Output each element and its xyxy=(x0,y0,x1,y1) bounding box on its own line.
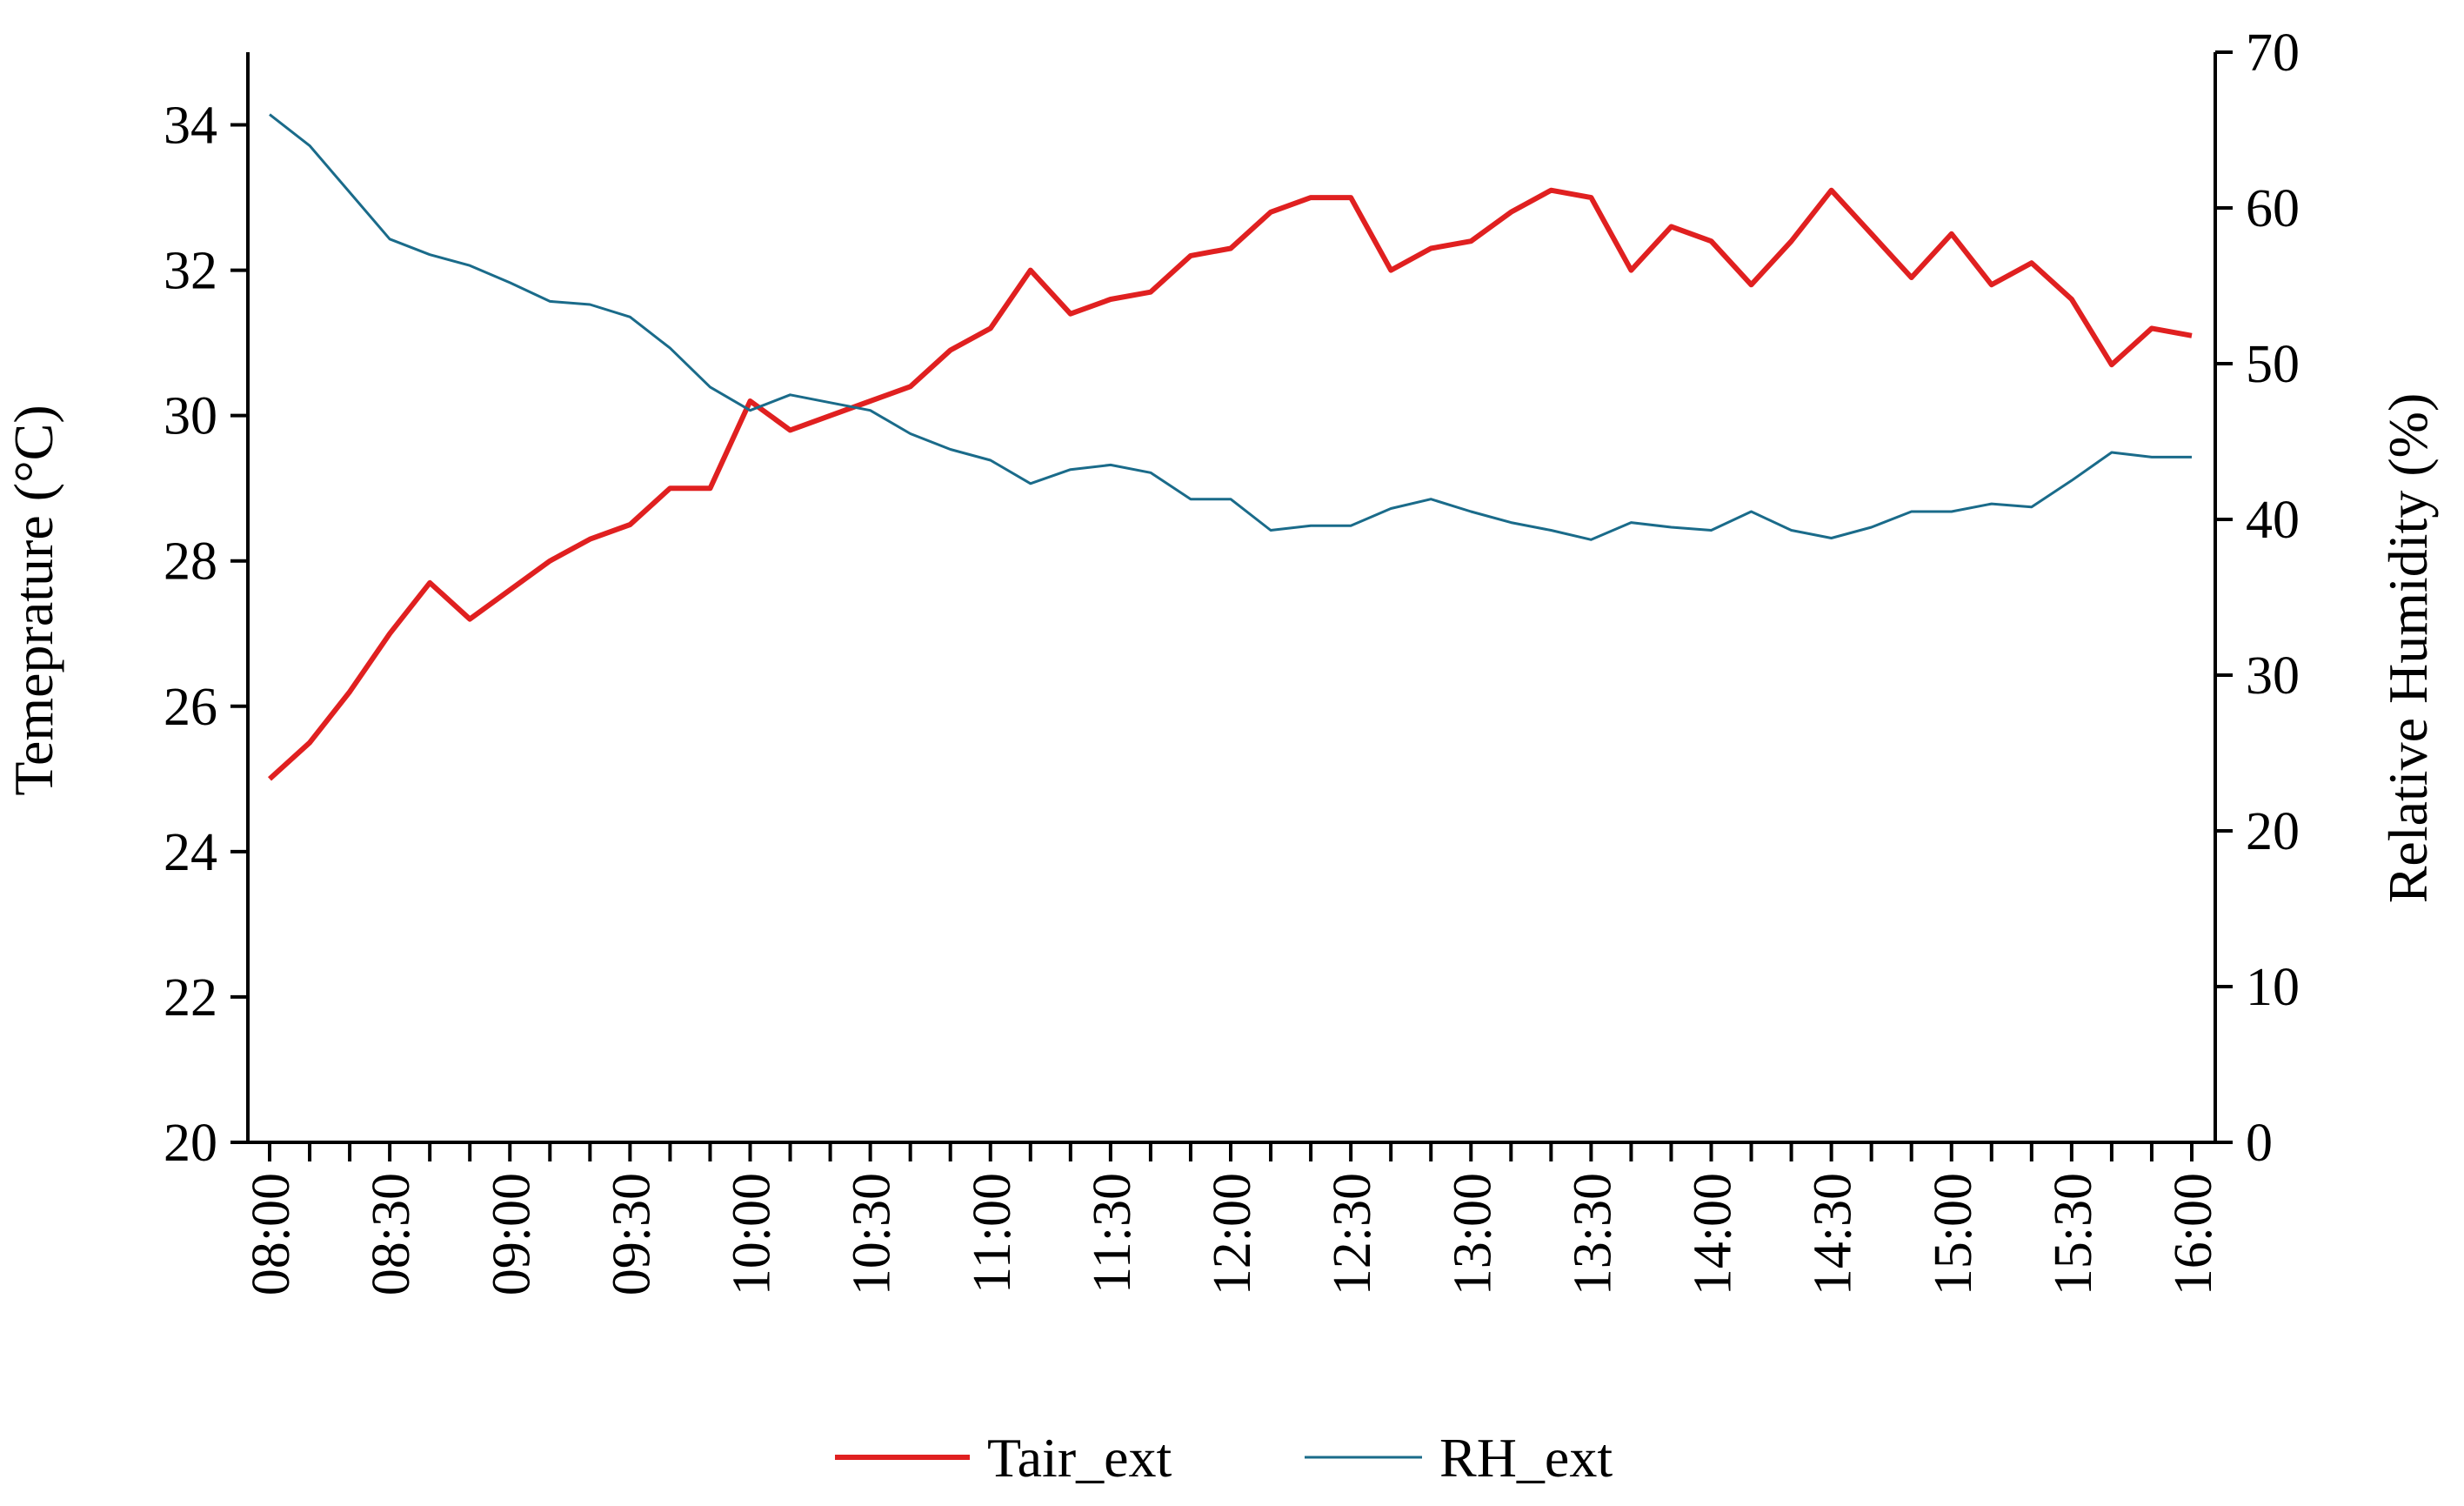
y-left-tick-label: 22 xyxy=(164,968,217,1027)
x-tick-label: 11:30 xyxy=(1083,1173,1142,1294)
x-tick-label: 08:30 xyxy=(362,1173,421,1295)
x-tick-label: 14:30 xyxy=(1804,1173,1863,1295)
y-right-tick-label: 50 xyxy=(2246,335,2300,394)
x-tick-label: 08:00 xyxy=(242,1173,301,1295)
x-tick-label: 16:00 xyxy=(2164,1173,2223,1295)
y-left-tick-label: 30 xyxy=(164,387,217,446)
x-tick-label: 10:00 xyxy=(723,1173,782,1295)
y-right-tick-label: 40 xyxy=(2246,491,2300,550)
x-tick-label: 15:30 xyxy=(2044,1173,2103,1295)
legend-label-tair-ext: Tair_ext xyxy=(987,1427,1172,1489)
series-line-tair-ext xyxy=(267,187,2193,781)
legend: Tair_ext RH_ext xyxy=(835,1427,1613,1489)
y-right-tick-label: 70 xyxy=(2246,23,2300,83)
x-tick-label: 10:30 xyxy=(843,1173,902,1295)
series-layer xyxy=(267,113,2193,781)
x-tick-label: 09:00 xyxy=(482,1173,541,1295)
y-right-tick-label: 20 xyxy=(2246,802,2300,861)
axes: 20 22 24 26 28 30 32 34 0 10 20 30 40 50 60 70 08:00 08:3… xyxy=(164,23,2300,1295)
x-tick-label: 13:30 xyxy=(1563,1173,1622,1295)
y-left-tick-label: 32 xyxy=(164,242,217,301)
x-tick-label: 12:00 xyxy=(1203,1173,1262,1295)
y-left-tick-label: 24 xyxy=(164,823,217,882)
y-right-tick-label: 0 xyxy=(2246,1114,2273,1173)
x-tick-label: 13:00 xyxy=(1443,1173,1502,1295)
x-tick-label: 15:00 xyxy=(1924,1173,1983,1295)
x-tick-label: 12:30 xyxy=(1323,1173,1382,1295)
series-line-rh-ext xyxy=(269,113,2192,541)
x-tick-label: 11:00 xyxy=(963,1173,1022,1294)
y-left-tick-label: 28 xyxy=(164,532,217,592)
y-right-tick-label: 60 xyxy=(2246,179,2300,238)
y-left-tick-label: 26 xyxy=(164,678,217,737)
y-right-axis-title: Relative Humidity (%) xyxy=(2377,393,2439,904)
x-tick-label: 14:00 xyxy=(1684,1173,1743,1295)
y-left-tick-label: 20 xyxy=(164,1114,217,1173)
x-tick-label: 09:30 xyxy=(602,1173,661,1295)
y-right-tick-label: 30 xyxy=(2246,646,2300,706)
y-left-axis-title: Temeprature (°C) xyxy=(3,405,64,795)
y-left-tick-label: 34 xyxy=(164,97,217,156)
legend-label-rh-ext: RH_ext xyxy=(1439,1427,1613,1489)
y-right-tick-label: 10 xyxy=(2246,958,2300,1017)
